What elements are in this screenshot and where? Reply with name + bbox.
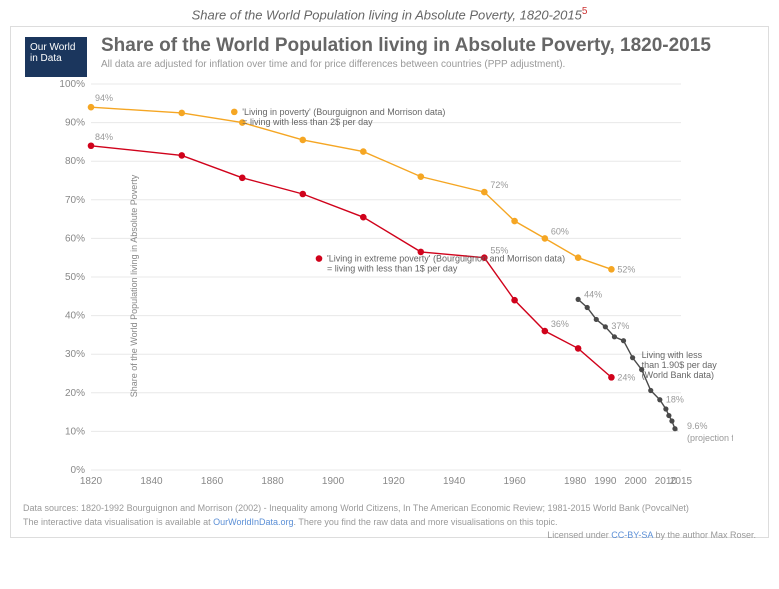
plot-area: Share of the World Population living in … (53, 76, 756, 496)
svg-text:(World Bank data): (World Bank data) (642, 370, 714, 380)
svg-text:1900: 1900 (322, 476, 345, 487)
svg-text:2015: 2015 (670, 476, 693, 487)
svg-text:1980: 1980 (564, 476, 587, 487)
svg-text:(projection for 2015): (projection for 2015) (687, 433, 733, 443)
svg-text:= living with less than 1$ per: = living with less than 1$ per day (327, 264, 458, 274)
svg-text:2000: 2000 (624, 476, 647, 487)
footnote-interactive: The interactive data visualisation is av… (23, 516, 756, 530)
svg-text:24%: 24% (617, 373, 635, 383)
figure-caption: Share of the World Population living in … (0, 0, 779, 26)
svg-text:= living with less than 2$ per: = living with less than 2$ per day (242, 117, 373, 127)
svg-text:1940: 1940 (443, 476, 466, 487)
chart-subtitle: All data are adjusted for inflation over… (101, 59, 756, 70)
svg-text:10%: 10% (65, 427, 85, 438)
svg-text:1820: 1820 (80, 476, 103, 487)
logo-line1: Our World (30, 42, 82, 53)
svg-text:90%: 90% (65, 118, 85, 129)
svg-text:20%: 20% (65, 388, 85, 399)
footnote-sources: Data sources: 1820-1992 Bourguignon and … (23, 502, 756, 516)
svg-text:1990: 1990 (594, 476, 617, 487)
caption-text: Share of the World Population living in … (192, 7, 582, 22)
chart-title: Share of the World Population living in … (101, 35, 756, 57)
owid-link[interactable]: OurWorldInData.org (213, 517, 293, 527)
svg-text:44%: 44% (584, 290, 602, 300)
svg-text:52%: 52% (617, 265, 635, 275)
svg-text:50%: 50% (65, 272, 85, 283)
svg-text:Living with less: Living with less (642, 350, 703, 360)
svg-text:'Living in poverty' (Bourguign: 'Living in poverty' (Bourguignon and Mor… (242, 107, 445, 117)
svg-text:94%: 94% (95, 93, 113, 103)
svg-text:1880: 1880 (261, 476, 284, 487)
owid-logo: Our World in Data (25, 37, 87, 77)
svg-text:1840: 1840 (140, 476, 163, 487)
line-chart: 0% 10% 20% 30% 40% 50% 60% 70% 80% 90% 100% 1820 184… (53, 76, 733, 496)
svg-text:84%: 84% (95, 132, 113, 142)
series-poverty_2usd (91, 107, 611, 269)
svg-text:'Living in extreme poverty' (B: 'Living in extreme poverty' (Bourguignon… (327, 254, 565, 264)
caption-footnote-ref: 5 (582, 6, 588, 17)
svg-text:70%: 70% (65, 195, 85, 206)
svg-text:1860: 1860 (201, 476, 224, 487)
svg-text:100%: 100% (59, 79, 85, 90)
svg-text:than 1.90$ per day: than 1.90$ per day (642, 360, 718, 370)
svg-text:80%: 80% (65, 157, 85, 168)
y-axis-label: Share of the World Population living in … (129, 175, 139, 397)
chart-panel: Our World in Data Share of the World Pop… (10, 26, 769, 538)
svg-text:72%: 72% (490, 180, 508, 190)
svg-text:9.6%: 9.6% (687, 421, 708, 431)
svg-text:36%: 36% (551, 319, 569, 329)
svg-text:1920: 1920 (382, 476, 405, 487)
title-block: Share of the World Population living in … (101, 35, 756, 70)
license-block: Licensed under CC-BY-SA by the author Ma… (547, 529, 756, 543)
svg-text:60%: 60% (551, 227, 569, 237)
svg-text:0%: 0% (71, 465, 86, 476)
logo-line2: in Data (30, 53, 82, 64)
footnotes: Data sources: 1820-1992 Bourguignon and … (23, 502, 756, 529)
svg-text:18%: 18% (666, 395, 684, 405)
svg-text:60%: 60% (65, 234, 85, 245)
license-link[interactable]: CC-BY-SA (611, 530, 653, 540)
svg-text:40%: 40% (65, 311, 85, 322)
svg-text:37%: 37% (611, 321, 629, 331)
svg-text:1960: 1960 (503, 476, 526, 487)
svg-text:30%: 30% (65, 350, 85, 361)
